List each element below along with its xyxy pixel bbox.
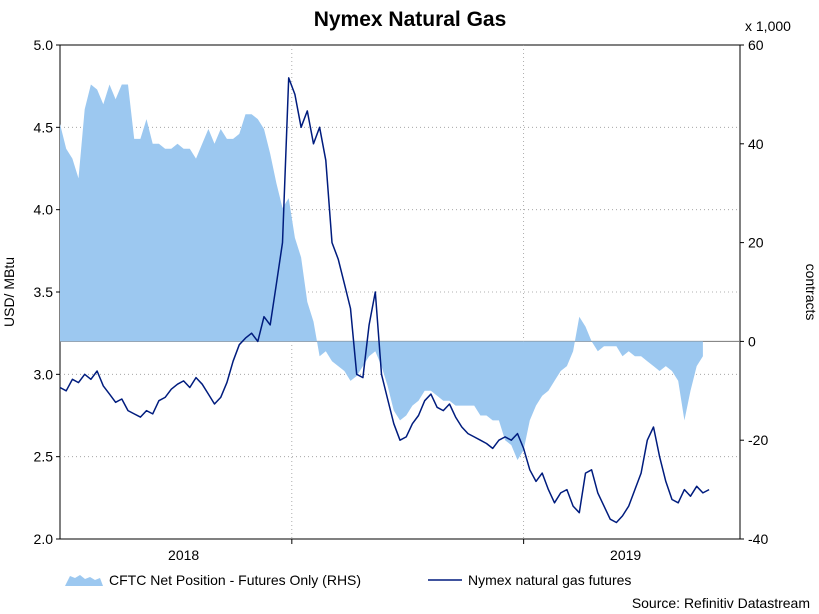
legend-area-label: CFTC Net Position - Futures Only (RHS) [109,572,361,588]
left-tick-label: 5.0 [34,37,54,53]
left-tick-label: 2.5 [34,449,54,465]
right-tick-label: -20 [748,432,768,448]
left-tick-label: 3.5 [34,284,54,300]
legend-area-swatch [65,575,103,586]
chart-title: Nymex Natural Gas [314,8,507,31]
left-tick-label: 4.5 [34,119,54,135]
right-axis-multiplier: x 1,000 [745,18,791,34]
cftc-net-position-area [60,84,703,460]
source-note: Source: Refinitiv Datastream [632,595,810,611]
right-tick-label: -40 [748,531,768,547]
x-tick-label: 2019 [610,547,641,563]
line-series-layer [59,77,710,524]
right-tick-label: 60 [748,37,764,53]
right-tick-label: 20 [748,235,764,251]
legend-line-label: Nymex natural gas futures [468,572,631,588]
left-tick-label: 4.0 [34,202,54,218]
x-tick-label: 2018 [168,547,199,563]
legend: CFTC Net Position - Futures Only (RHS) N… [65,572,631,588]
right-tick-label: 0 [748,333,756,349]
area-series-layer [60,84,703,460]
left-tick-label: 2.0 [34,531,54,547]
left-tick-label: 3.0 [34,366,54,382]
left-axis-label: USD/ MBtu [1,257,17,327]
x-axis-ticks: 2018 2019 [168,539,641,563]
nymex-futures-line [59,77,710,524]
left-axis-ticks: 2.0 2.5 3.0 3.5 4.0 4.5 5.0 [34,37,60,547]
right-axis-ticks: -40 -20 0 20 40 60 [740,37,768,547]
right-axis-label: contracts [803,264,819,321]
right-tick-label: 40 [748,136,764,152]
